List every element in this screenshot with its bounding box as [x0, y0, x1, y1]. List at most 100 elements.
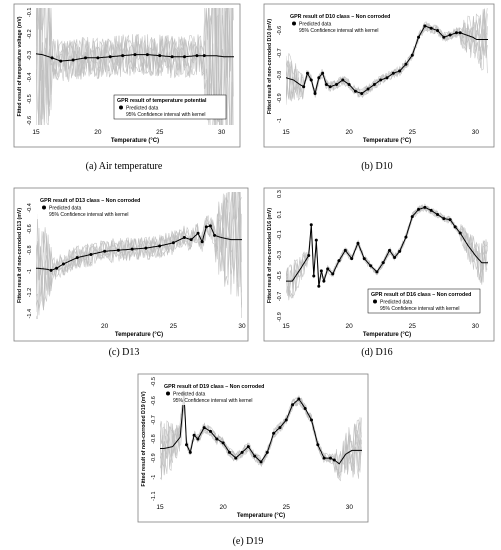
predicted-data-point [398, 69, 402, 73]
predicted-data-point [188, 450, 192, 454]
predicted-data-point [423, 205, 427, 209]
x-tick-label: 25 [283, 504, 291, 511]
predicted-data-point [324, 83, 328, 86]
y-tick-label: -1.1 [151, 491, 157, 500]
predicted-data-point [356, 241, 360, 245]
predicted-data-point [75, 256, 79, 260]
predicted-data-point [183, 55, 186, 59]
y-axis-title: Fitted result of non-corroded D13 (mV) [17, 208, 23, 303]
legend-predicted-marker [119, 105, 123, 110]
predicted-data-point [331, 272, 335, 276]
predicted-data-point [221, 441, 225, 445]
predicted-data-point [55, 266, 59, 270]
predicted-data-point [314, 238, 318, 242]
y-axis-title: Fitted result of temperature voltage (mV… [17, 16, 23, 116]
predicted-data-point [322, 279, 326, 283]
predicted-data-point [116, 248, 120, 252]
predicted-data-point [49, 268, 53, 272]
plot-area [36, 192, 242, 319]
x-tick-label: 30 [472, 323, 480, 330]
predicted-data-point [253, 454, 257, 458]
predicted-data-point [448, 33, 452, 37]
plot-area [36, 8, 234, 125]
x-tick-label: 30 [346, 504, 354, 511]
predicted-data-point [379, 78, 383, 82]
chart-panel-e: 15 20 25 30 -0.5 -0.6 -0.7 -0.8 -0.9 -1 -1.1 Temper… [137, 373, 369, 547]
predicted-data-point [410, 53, 414, 57]
predicted-data-point [393, 256, 397, 260]
panel-caption: (d) D16 [361, 347, 392, 358]
predicted-data-point [215, 437, 219, 441]
predicted-data-point [200, 240, 204, 244]
predicted-data-point [305, 71, 309, 75]
predicted-data-point [341, 78, 345, 82]
legend-predicted-marker [292, 21, 296, 26]
predicted-data-point [317, 284, 321, 288]
x-axis-title: Temperature (°C) [111, 138, 159, 144]
predicted-data-point [381, 261, 385, 265]
legend-title: GPR result of D13 class – Non corroded [40, 198, 140, 204]
legend-predicted-label: Predicted data [380, 300, 412, 306]
y-tick-label: 0.1 [277, 211, 283, 219]
predicted-data-point [316, 443, 320, 447]
predicted-data-point [366, 87, 370, 91]
predicted-data-point [309, 78, 313, 82]
predicted-data-point [398, 249, 402, 253]
predicted-data-point [158, 244, 162, 248]
chart-panel-d: 15 20 25 30 0.3 0.1 -0.1 -0.3 -0.5 -0.7 -0.9 Temper… [263, 187, 495, 358]
y-tick-label: -0.5 [27, 94, 33, 103]
predicted-data-point [350, 257, 354, 261]
predicted-data-point [189, 238, 193, 242]
predicted-data-point [196, 437, 200, 441]
predicted-data-point [343, 248, 347, 252]
predicted-data-point [103, 249, 107, 253]
legend: GPR result of D10 class – Non corroded Pr… [287, 11, 399, 35]
predicted-data-point [202, 54, 206, 58]
predicted-data-point [71, 58, 75, 62]
predicted-data-point [182, 236, 186, 240]
y-tick-label: -0.2 [27, 29, 33, 38]
predicted-data-point [385, 76, 389, 80]
predicted-data-point [369, 264, 373, 268]
legend: GPR result of D19 class – Non corroded Pr… [161, 381, 273, 405]
predicted-data-point [133, 53, 137, 57]
predicted-data-point [317, 76, 321, 80]
legend-box [37, 195, 149, 219]
predicted-data-point [170, 55, 174, 59]
predicted-data-point [185, 443, 189, 447]
legend-predicted-label: Predicted data [126, 106, 158, 112]
x-axis-title: Temperature (°C) [363, 138, 411, 144]
x-tick-label: 25 [170, 323, 178, 330]
predicted-data-point [404, 235, 408, 239]
predicted-data-point [388, 248, 392, 252]
predicted-data-point [84, 56, 87, 60]
predicted-data-point [404, 62, 408, 66]
legend-title: GPR result of temperature potential [117, 98, 207, 104]
y-tick-label: -0.8 [151, 434, 157, 443]
predicted-data-point [328, 85, 332, 89]
legend-box [161, 381, 273, 405]
predicted-data-point [246, 445, 250, 449]
x-tick-label: 30 [238, 323, 246, 330]
predicted-data-point [337, 259, 341, 263]
x-tick-label: 15 [156, 504, 164, 511]
predicted-data-point [429, 26, 433, 30]
legend-title: GPR result of D16 class – Non corroded [371, 292, 471, 298]
predicted-data-point [310, 418, 313, 422]
y-tick-label: -0.7 [277, 292, 283, 301]
predicted-data-point [213, 233, 217, 237]
x-axis-title: Temperature (°C) [237, 513, 285, 519]
predicted-data-point [158, 54, 162, 58]
y-tick-label: -1 [277, 118, 283, 123]
x-tick-label: 15 [32, 129, 40, 136]
panel-caption: (b) D10 [361, 161, 392, 172]
x-tick-label: 30 [472, 129, 480, 136]
legend-box [367, 288, 481, 314]
legend: GPR result of D16 class – Non corroded Pr… [367, 288, 481, 314]
confidence-interval-trace [36, 192, 242, 311]
predicted-data-point [89, 252, 93, 256]
predicted-data-point [234, 456, 238, 460]
predicted-data-point [61, 262, 65, 266]
y-axis-title: Fitted result of non-corroded D10 (mV) [267, 19, 273, 114]
predicted-data-point [272, 431, 276, 435]
